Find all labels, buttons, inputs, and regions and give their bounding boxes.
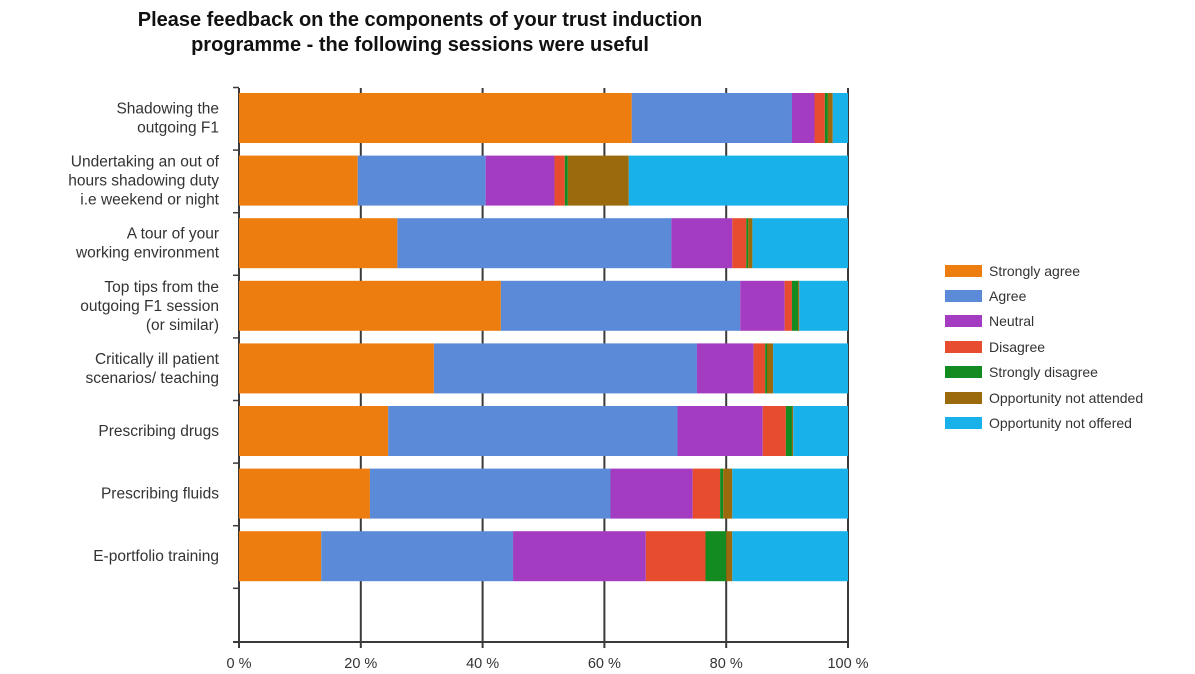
bar-segment bbox=[793, 406, 848, 456]
bar-segment bbox=[746, 218, 749, 269]
legend-swatch bbox=[945, 366, 982, 379]
bar-segment bbox=[388, 406, 678, 456]
legend-label: Agree bbox=[989, 288, 1027, 305]
legend-label: Opportunity not attended bbox=[989, 389, 1144, 406]
bar-segment bbox=[628, 155, 848, 206]
bar-segment bbox=[357, 155, 486, 206]
bar-segment bbox=[752, 218, 848, 269]
bar-segment bbox=[239, 218, 398, 269]
x-tick-label: 100 % bbox=[827, 656, 868, 672]
legend-label: Disagree bbox=[989, 338, 1046, 355]
bar-segment bbox=[645, 531, 706, 582]
bar-segment bbox=[827, 93, 833, 143]
bar-segment bbox=[239, 93, 632, 143]
legend-label: Strongly disagree bbox=[989, 364, 1098, 381]
chart-title: Please feedback on the components of you… bbox=[20, 8, 820, 58]
legend-item: Agree bbox=[945, 283, 1143, 308]
bar-segment bbox=[762, 406, 786, 456]
bar-segment bbox=[554, 155, 565, 206]
category-label: Critically ill patient scenarios/ teachin… bbox=[85, 351, 219, 387]
bar-segment bbox=[369, 468, 611, 519]
bar-segment bbox=[791, 280, 799, 331]
bar-segment bbox=[732, 218, 747, 269]
bar-segment bbox=[814, 93, 825, 143]
x-tick-label: 60 % bbox=[588, 656, 621, 672]
legend-swatch bbox=[945, 417, 982, 430]
category-label: E-portfolio training bbox=[93, 548, 219, 565]
bar-segment bbox=[239, 531, 322, 582]
bar-segment bbox=[610, 468, 693, 519]
bar-segment bbox=[397, 218, 672, 269]
bar-segment bbox=[798, 280, 800, 331]
bar-segment bbox=[564, 155, 568, 206]
legend-item: Opportunity not offered bbox=[945, 410, 1143, 435]
legend-swatch bbox=[945, 340, 982, 353]
bar-segment bbox=[513, 531, 646, 582]
bar-segment bbox=[785, 406, 792, 456]
legend-label: Neutral bbox=[989, 313, 1035, 330]
bar-segment bbox=[321, 531, 514, 582]
legend-swatch bbox=[945, 290, 982, 303]
bar-segment bbox=[631, 93, 792, 143]
category-label: Prescribing drugs bbox=[98, 423, 219, 440]
bar-segment bbox=[705, 531, 727, 582]
axes bbox=[233, 86, 848, 643]
bar-segment bbox=[767, 343, 774, 394]
chart-title-line-2: programme - the following sessions were … bbox=[191, 34, 649, 56]
bar-segment bbox=[824, 93, 828, 143]
bar-segment bbox=[677, 406, 763, 456]
bar-segment bbox=[732, 531, 848, 582]
bar-segment bbox=[726, 531, 733, 582]
bar-segment bbox=[239, 343, 434, 394]
bar-segment bbox=[753, 343, 766, 394]
bar-segment bbox=[239, 280, 501, 331]
bar-segment bbox=[692, 468, 721, 519]
x-tick-label: 20 % bbox=[344, 656, 377, 672]
bar-segment bbox=[832, 93, 848, 143]
bar-segment bbox=[723, 468, 733, 519]
bar-segment bbox=[765, 343, 768, 394]
bar-segment bbox=[791, 93, 815, 143]
category-label: Shadowing the outgoing F1 bbox=[116, 101, 219, 137]
chart-legend: Strongly agree Agree Neutral Disagree Strong… bbox=[945, 258, 1143, 436]
legend-item: Strongly agree bbox=[945, 258, 1143, 283]
bar-segment bbox=[500, 280, 741, 331]
chart-title-line-1: Please feedback on the components of you… bbox=[137, 9, 703, 31]
bar-segment bbox=[720, 468, 724, 519]
labels: 0 % 20 % 40 % 60 % 80 % 100 % Shadowing the out… bbox=[68, 101, 868, 673]
legend-item: Neutral bbox=[945, 309, 1143, 334]
legend-item: Disagree bbox=[945, 334, 1143, 359]
bar-segment bbox=[239, 468, 370, 519]
bar-segment bbox=[773, 343, 848, 394]
bar-segment bbox=[671, 218, 733, 269]
bar-segment bbox=[791, 406, 794, 456]
category-label: A tour of your working environment bbox=[75, 226, 220, 262]
legend-label: Opportunity not offered bbox=[989, 415, 1132, 432]
bar-segment bbox=[748, 218, 753, 269]
bar-segment bbox=[696, 343, 754, 394]
legend-swatch bbox=[945, 315, 982, 328]
category-label: Undertaking an out of hours shadowing dut… bbox=[68, 154, 219, 209]
bar-segment bbox=[732, 468, 848, 519]
legend-swatch bbox=[945, 391, 982, 404]
bar-segment bbox=[784, 280, 792, 331]
bar-segment bbox=[239, 155, 358, 206]
x-tick-label: 40 % bbox=[466, 656, 499, 672]
bar-segment bbox=[239, 406, 389, 456]
category-label: Top tips from the outgoing F1 session (or … bbox=[80, 279, 219, 334]
legend-item: Opportunity not attended bbox=[945, 385, 1143, 410]
legend-swatch bbox=[945, 264, 982, 277]
x-tick-label: 80 % bbox=[710, 656, 743, 672]
bar-segment bbox=[485, 155, 555, 206]
legend-label: Strongly agree bbox=[989, 262, 1081, 279]
x-tick-label: 0 % bbox=[227, 656, 252, 672]
bar-segment bbox=[799, 280, 848, 331]
category-label: Prescribing fluids bbox=[101, 486, 219, 503]
bar-segment bbox=[433, 343, 697, 394]
bars bbox=[239, 93, 848, 582]
bar-segment bbox=[567, 155, 629, 206]
legend-item: Strongly disagree bbox=[945, 360, 1143, 385]
bar-segment bbox=[740, 280, 785, 331]
